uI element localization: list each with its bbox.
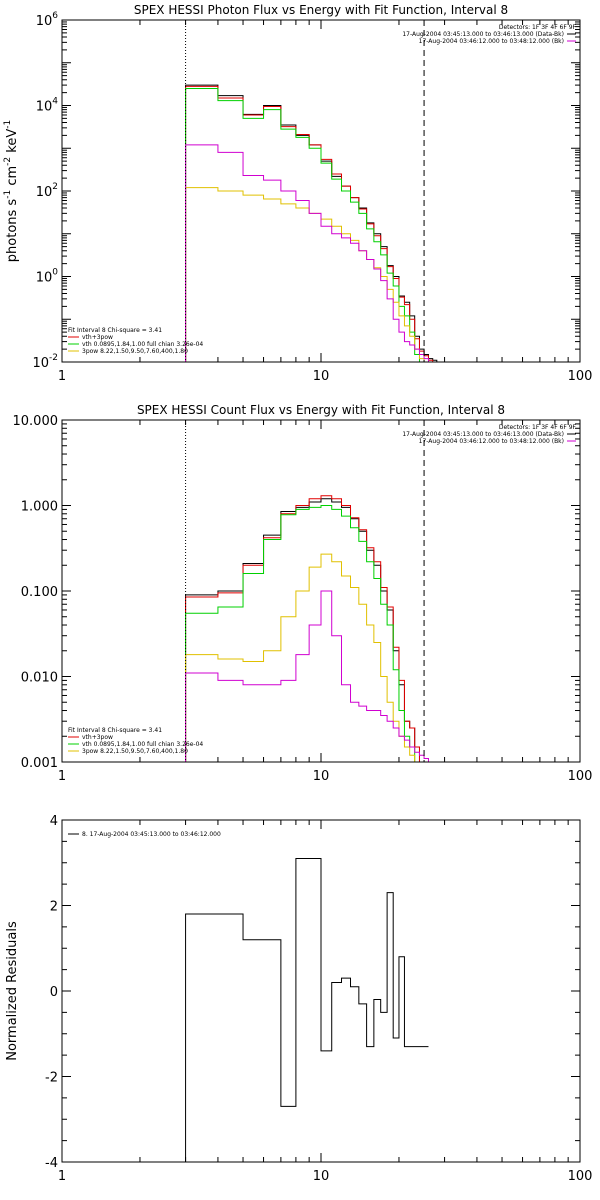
y-tick-label-exponent: 0 bbox=[52, 268, 58, 278]
y-tick-label: 1.000 bbox=[21, 500, 58, 515]
series-line-residuals bbox=[185, 857, 429, 1162]
y-tick-label-exponent: 6 bbox=[52, 11, 58, 21]
series-group bbox=[185, 495, 445, 762]
y-tick-label: 10.000 bbox=[13, 414, 59, 429]
y-tick-label: 2 bbox=[50, 900, 58, 915]
legend-entry: 8. 17-Aug-2004 03:45:13.000 to 03:46:12.… bbox=[82, 831, 221, 838]
y-tick-label-base: 10 bbox=[36, 14, 53, 29]
y-tick-label: 0.010 bbox=[21, 671, 58, 686]
chart-photon: SPEX HESSI Photon Flux vs Energy with Fi… bbox=[3, 3, 592, 384]
chart-title: SPEX HESSI Count Flux vs Energy with Fit… bbox=[137, 403, 505, 417]
series-line-bk bbox=[185, 590, 445, 762]
y-axis-label: photons s-1 cm-2 keV-1 bbox=[3, 120, 20, 262]
y-axis-label-text: keV bbox=[5, 129, 20, 157]
series-group bbox=[185, 84, 445, 362]
y-tick-label-base: 10 bbox=[36, 100, 53, 115]
series-line-3pow bbox=[185, 553, 445, 762]
legend-entry: vth+3pow bbox=[82, 734, 113, 741]
y-axis-label-text: photons s bbox=[5, 199, 20, 263]
y-tick-label: 100 bbox=[36, 268, 59, 286]
y-tick-label: -4 bbox=[45, 1156, 58, 1171]
legend-entry: vth 0.0895,1.84,1.00 full chian 3.26e-04 bbox=[82, 341, 203, 348]
series-line-vth bbox=[185, 87, 445, 362]
x-tick-label: 1 bbox=[58, 369, 66, 384]
y-tick-label-base: 10 bbox=[36, 271, 53, 286]
series-line-vth-3pow bbox=[185, 495, 445, 762]
x-tick-label: 1 bbox=[58, 769, 66, 784]
y-axis-label-exponent: -1 bbox=[3, 190, 13, 199]
y-axis-label-text: cm bbox=[5, 166, 20, 190]
plot-frame bbox=[61, 19, 581, 363]
y-tick-label-exponent: -2 bbox=[49, 353, 58, 363]
y-tick-label: -2 bbox=[45, 1071, 58, 1086]
chart-count: SPEX HESSI Count Flux vs Energy with Fit… bbox=[13, 403, 593, 784]
header-line: Detectors: 1F 3F 4F 6F 9F bbox=[499, 24, 577, 31]
header-line: 17-Aug-2004 03:45:13.000 to 03:46:13.000… bbox=[402, 31, 564, 38]
legend-entry: vth 0.0895,1.84,1.00 full chian 3.26e-04 bbox=[82, 741, 203, 748]
x-tick-label: 100 bbox=[568, 369, 593, 384]
series-line-data-bk bbox=[185, 498, 445, 762]
y-axis-label-exponent: -2 bbox=[3, 157, 13, 166]
series-line-data-bk bbox=[185, 84, 445, 362]
header-line: 17-Aug-2004 03:46:12.000 to 03:48:12.000… bbox=[419, 38, 564, 45]
y-tick-label-exponent: 2 bbox=[52, 182, 58, 192]
chart-residuals: 1 10 100 -4 -2 0 2 4 Normalized Residuals 8. 17-A… bbox=[5, 814, 592, 1184]
legend-entry: 3pow 8.22,1.50,9.50,7.60,400,1.80 bbox=[82, 748, 188, 755]
legend-entry: 3pow 8.22,1.50,9.50,7.60,400,1.80 bbox=[82, 348, 188, 355]
header-line: 17-Aug-2004 03:45:13.000 to 03:46:13.000… bbox=[402, 431, 564, 438]
header-line: Detectors: 1F 3F 4F 6F 9F bbox=[499, 424, 577, 431]
y-tick-label: 102 bbox=[36, 182, 58, 200]
y-tick-label: 106 bbox=[36, 11, 59, 29]
y-tick-label-base: 10 bbox=[36, 185, 53, 200]
y-axis-label-exponent: -1 bbox=[3, 120, 13, 129]
y-tick-label: 4 bbox=[50, 814, 58, 829]
y-tick-label: 0.001 bbox=[21, 756, 58, 771]
y-tick-label: 104 bbox=[36, 97, 59, 115]
series-line-vth bbox=[185, 505, 445, 762]
header-line: 17-Aug-2004 03:46:12.000 to 03:48:12.000… bbox=[419, 438, 564, 445]
chart-title: SPEX HESSI Photon Flux vs Energy with Fi… bbox=[134, 3, 508, 17]
series-line-vth-3pow bbox=[185, 85, 445, 362]
y-tick-label-base: 10 bbox=[32, 356, 49, 371]
y-axis-label: Normalized Residuals bbox=[5, 921, 20, 1061]
series-line-bk bbox=[185, 144, 445, 362]
x-tick-label: 10 bbox=[313, 769, 330, 784]
legend-entry: vth+3pow bbox=[82, 334, 113, 341]
legend-entry: Fit Interval 8 Chi-square = 3.41 bbox=[68, 327, 162, 334]
x-tick-label: 1 bbox=[58, 1169, 66, 1184]
x-tick-label: 10 bbox=[313, 1169, 330, 1184]
y-tick-label: 0.100 bbox=[21, 585, 58, 600]
legend-entry: Fit Interval 8 Chi-square = 3.41 bbox=[68, 727, 162, 734]
y-tick-label-exponent: 4 bbox=[52, 97, 58, 107]
y-tick-label: 10-2 bbox=[32, 353, 58, 371]
x-tick-label: 100 bbox=[568, 769, 593, 784]
plot-frame bbox=[61, 819, 581, 1163]
plot-frame bbox=[61, 419, 581, 763]
series-group bbox=[185, 857, 429, 1162]
x-tick-label: 100 bbox=[568, 1169, 593, 1184]
y-tick-label: 0 bbox=[50, 985, 58, 1000]
x-tick-label: 10 bbox=[313, 369, 330, 384]
